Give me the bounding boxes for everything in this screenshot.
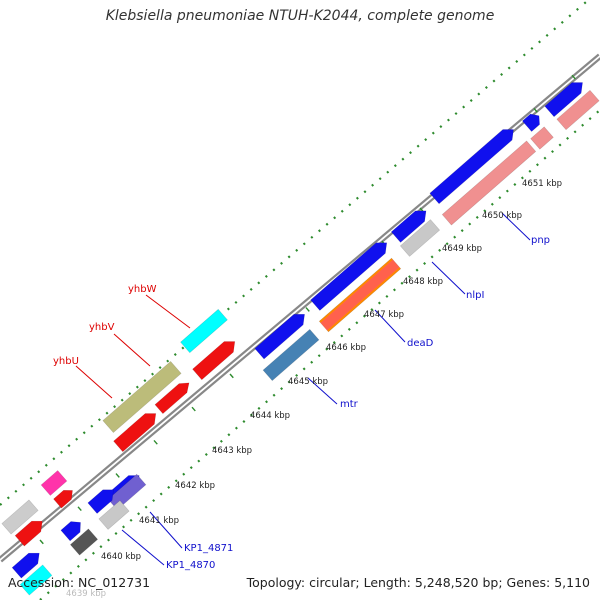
dead-feature[interactable] xyxy=(318,257,402,333)
tick-mark xyxy=(229,373,234,379)
tick-mark xyxy=(305,307,310,312)
gene-label-yhbu[interactable]: yhbU xyxy=(53,356,79,367)
tick-label-4649: 4649 kbp xyxy=(442,244,482,254)
yhbu-feature[interactable] xyxy=(102,360,182,434)
rna-feature[interactable] xyxy=(530,126,554,150)
cyan-feature-2[interactable] xyxy=(19,564,53,596)
forward-cds-9[interactable] xyxy=(60,517,85,542)
tick-label-4650: 4650 kbp xyxy=(482,211,522,221)
callout-mtr xyxy=(307,377,338,405)
tick-mark xyxy=(39,539,44,545)
tick-mark xyxy=(571,74,576,80)
yhbv-feature[interactable] xyxy=(113,408,161,453)
forward-cds-3[interactable] xyxy=(390,206,430,243)
gene-label-yhbw[interactable]: yhbW xyxy=(128,284,157,295)
red-feature[interactable] xyxy=(154,378,193,415)
yhbw-feature[interactable] xyxy=(192,336,240,381)
forward-cds-2[interactable] xyxy=(310,237,392,311)
gene-label-yhbv[interactable]: yhbV xyxy=(89,322,115,333)
forward-cds-4[interactable] xyxy=(429,124,518,205)
tick-label-4646: 4646 kbp xyxy=(326,343,366,353)
rna-feature-2[interactable] xyxy=(556,89,600,131)
forward-cds-10[interactable] xyxy=(11,548,44,579)
tick-mark xyxy=(153,439,158,445)
red-small-feature[interactable] xyxy=(53,486,77,509)
dotted-line-0 xyxy=(0,0,591,506)
gene-features xyxy=(1,77,600,596)
genome-summary-text: Topology: circular; Length: 5,248,520 bp… xyxy=(246,575,590,590)
tick-label-4643: 4643 kbp xyxy=(212,446,252,456)
map-title: Klebsiella pneumoniae NTUH-K2044, comple… xyxy=(105,8,495,24)
callout-kp1-4870 xyxy=(121,529,165,566)
tick-label-4647: 4647 kbp xyxy=(364,310,404,320)
label-callouts xyxy=(75,212,531,566)
forward-cds-1[interactable] xyxy=(254,309,309,360)
tick-label-4641: 4641 kbp xyxy=(139,516,179,526)
magenta-feature[interactable] xyxy=(40,470,68,496)
forward-cds-6[interactable] xyxy=(544,77,587,118)
tick-label-4640: 4640 kbp xyxy=(101,552,141,562)
grey-feature[interactable] xyxy=(1,499,39,535)
grey-feature-2[interactable] xyxy=(399,219,441,257)
pnp-feature[interactable] xyxy=(441,140,537,226)
tick-label-4645: 4645 kbp xyxy=(288,377,328,387)
forward-cds-5[interactable] xyxy=(521,110,543,132)
gene-label-mtr[interactable]: mtr xyxy=(340,399,359,410)
cyan-feature[interactable] xyxy=(180,308,228,354)
tick-label-4642: 4642 kbp xyxy=(175,481,215,491)
gene-label-pnp[interactable]: pnp xyxy=(531,235,550,246)
grey-feature-3[interactable] xyxy=(98,500,130,530)
callout-nlpi xyxy=(431,261,466,295)
gene-label-kp1-4871[interactable]: KP1_4871 xyxy=(184,543,233,554)
callout-pnp xyxy=(501,212,531,241)
tick-mark xyxy=(77,506,82,512)
gene-label-kp1-4870[interactable]: KP1_4870 xyxy=(166,560,215,571)
callout-dead xyxy=(374,309,406,343)
tick-label-4651: 4651 kbp xyxy=(522,179,562,189)
callout-yhbw xyxy=(145,294,191,329)
tick-mark xyxy=(533,107,538,113)
gene-label-nlpi[interactable]: nlpI xyxy=(466,290,484,301)
accession-text: Accession: NC_012731 xyxy=(8,575,151,590)
callout-yhbu xyxy=(75,365,113,399)
tick-mark xyxy=(115,473,120,478)
tick-label-4639: 4639 kbp xyxy=(66,589,106,599)
mtr-feature[interactable] xyxy=(262,328,320,382)
gene-label-dead[interactable]: deaD xyxy=(407,338,434,349)
red-feature-2[interactable] xyxy=(14,516,47,547)
callout-yhbv xyxy=(113,333,151,367)
tick-label-4648: 4648 kbp xyxy=(403,277,443,287)
forward-cds-8[interactable] xyxy=(87,485,118,514)
tick-mark xyxy=(191,406,196,412)
dark-feature[interactable] xyxy=(69,528,99,556)
tick-label-4644: 4644 kbp xyxy=(250,411,290,421)
dotted-line-1 xyxy=(39,109,600,600)
callout-kp1-4871 xyxy=(149,511,183,549)
